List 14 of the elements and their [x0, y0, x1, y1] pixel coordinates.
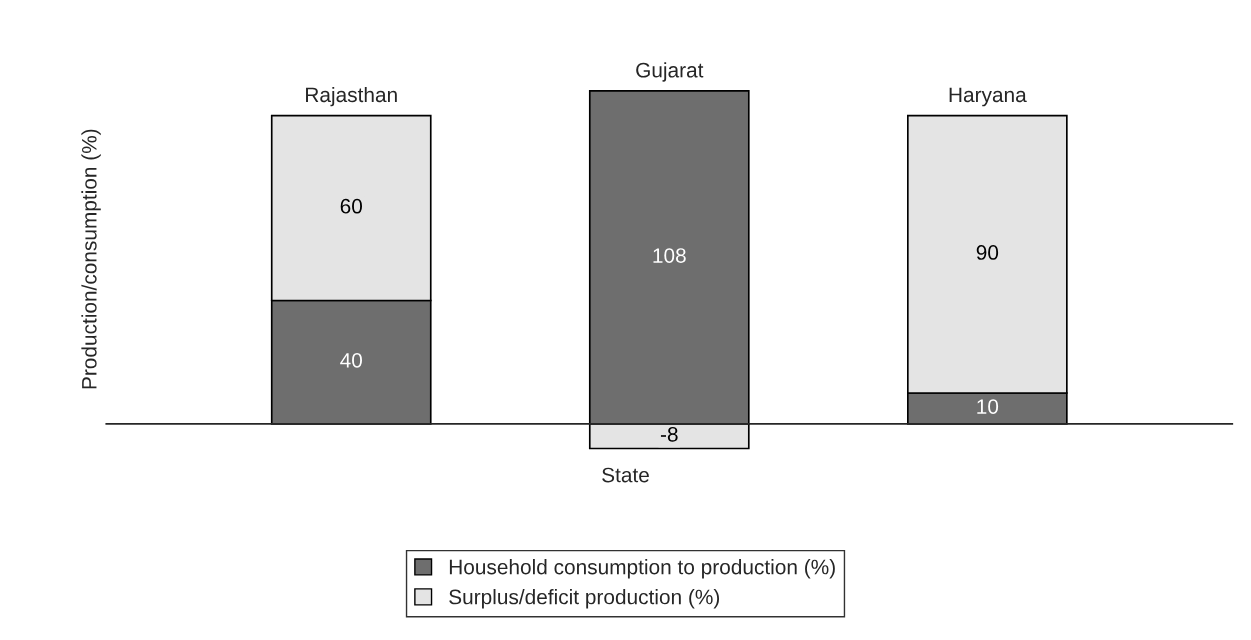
legend-label: Household consumption to production (%) — [449, 559, 835, 579]
data-label: -8 — [660, 426, 678, 442]
y-axis-title: Production/consumption (%) — [81, 129, 101, 389]
x-tick-label: Gujarat — [636, 62, 704, 82]
legend-label: Surplus/deficit production (%) — [449, 589, 720, 609]
data-label: 40 — [340, 353, 363, 368]
data-label: 90 — [976, 245, 999, 260]
x-tick-label: Haryana — [949, 87, 1027, 107]
x-axis-title: State — [602, 467, 649, 483]
x-tick-label: Rajasthan — [306, 86, 397, 107]
data-label: 108 — [653, 248, 686, 263]
data-label: 10 — [977, 399, 999, 414]
data-label: 60 — [340, 198, 363, 214]
bar — [588, 90, 750, 425]
